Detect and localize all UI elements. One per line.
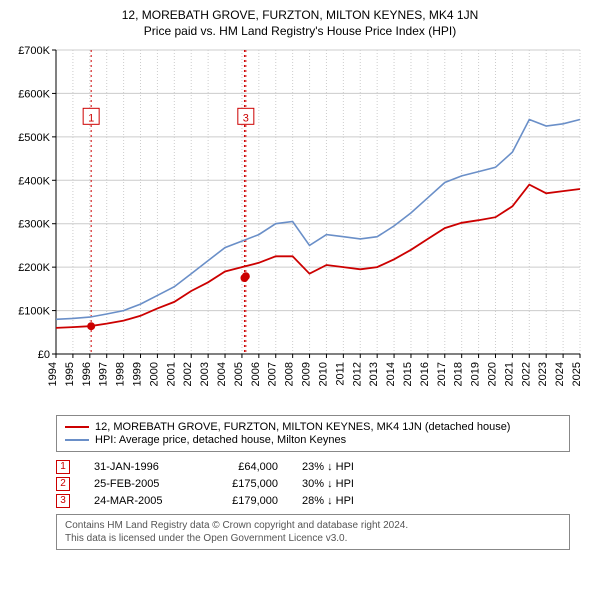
svg-text:£600K: £600K: [18, 88, 50, 100]
svg-text:2014: 2014: [385, 362, 397, 386]
transaction-marker-number: 1: [56, 460, 70, 474]
svg-text:2015: 2015: [402, 362, 414, 386]
svg-text:2007: 2007: [267, 362, 279, 386]
svg-text:2001: 2001: [165, 362, 177, 386]
transaction-marker-number: 3: [56, 494, 70, 508]
svg-text:2003: 2003: [199, 362, 211, 386]
svg-text:2019: 2019: [470, 362, 482, 386]
svg-text:£700K: £700K: [18, 45, 50, 57]
svg-text:1999: 1999: [132, 362, 144, 386]
footer-line-2: This data is licensed under the Open Gov…: [65, 532, 561, 545]
svg-text:£100K: £100K: [18, 305, 50, 317]
transaction-pct: 28% ↓ HPI: [302, 495, 382, 507]
transaction-price: £175,000: [208, 478, 278, 490]
svg-text:£200K: £200K: [18, 262, 50, 274]
svg-text:£500K: £500K: [18, 131, 50, 143]
svg-text:1994: 1994: [47, 362, 59, 386]
svg-text:1997: 1997: [98, 362, 110, 386]
svg-text:£400K: £400K: [18, 175, 50, 187]
transaction-date: 24-MAR-2005: [94, 495, 184, 507]
svg-text:2005: 2005: [233, 362, 245, 386]
svg-text:2025: 2025: [571, 362, 583, 386]
legend: 12, MOREBATH GROVE, FURZTON, MILTON KEYN…: [56, 415, 570, 452]
svg-text:£0: £0: [38, 349, 50, 361]
svg-text:2020: 2020: [486, 362, 498, 386]
svg-text:2002: 2002: [182, 362, 194, 386]
transaction-table: 1 31-JAN-1996 £64,000 23% ↓ HPI 2 25-FEB-2005…: [56, 460, 570, 508]
svg-text:1: 1: [88, 112, 94, 124]
chart-container: 12, MOREBATH GROVE, FURZTON, MILTON KEYN…: [0, 0, 600, 590]
legend-item: 12, MOREBATH GROVE, FURZTON, MILTON KEYN…: [65, 421, 561, 433]
svg-text:1996: 1996: [81, 362, 93, 386]
svg-text:2010: 2010: [317, 362, 329, 386]
legend-item: HPI: Average price, detached house, Milt…: [65, 434, 561, 446]
svg-text:2023: 2023: [537, 362, 549, 386]
legend-label: HPI: Average price, detached house, Milt…: [95, 434, 346, 446]
svg-text:2004: 2004: [216, 362, 228, 386]
transaction-date: 31-JAN-1996: [94, 461, 184, 473]
svg-text:2021: 2021: [503, 362, 515, 386]
legend-swatch: [65, 439, 89, 441]
transaction-date: 25-FEB-2005: [94, 478, 184, 490]
svg-text:2009: 2009: [301, 362, 313, 386]
transaction-row: 2 25-FEB-2005 £175,000 30% ↓ HPI: [56, 477, 570, 491]
transaction-price: £64,000: [208, 461, 278, 473]
svg-text:3: 3: [243, 112, 249, 124]
legend-label: 12, MOREBATH GROVE, FURZTON, MILTON KEYN…: [95, 421, 510, 433]
chart-footer: Contains HM Land Registry data © Crown c…: [56, 514, 570, 550]
svg-text:2013: 2013: [368, 362, 380, 386]
transaction-row: 3 24-MAR-2005 £179,000 28% ↓ HPI: [56, 494, 570, 508]
svg-text:1995: 1995: [64, 362, 76, 386]
svg-text:£300K: £300K: [18, 218, 50, 230]
svg-text:2022: 2022: [520, 362, 532, 386]
transaction-row: 1 31-JAN-1996 £64,000 23% ↓ HPI: [56, 460, 570, 474]
chart-plot: £0 £100K £200K £300K £400K £500K £600K £700K 199…: [10, 44, 590, 409]
transaction-pct: 23% ↓ HPI: [302, 461, 382, 473]
svg-text:2012: 2012: [351, 362, 363, 386]
chart-title: 12, MOREBATH GROVE, FURZTON, MILTON KEYN…: [10, 8, 590, 24]
svg-text:2024: 2024: [554, 362, 566, 386]
svg-text:2006: 2006: [250, 362, 262, 386]
svg-text:2000: 2000: [148, 362, 160, 386]
transaction-marker-number: 2: [56, 477, 70, 491]
svg-text:2016: 2016: [419, 362, 431, 386]
svg-text:1998: 1998: [115, 362, 127, 386]
svg-text:2008: 2008: [284, 362, 296, 386]
legend-swatch: [65, 426, 89, 428]
svg-text:2011: 2011: [334, 362, 346, 386]
svg-text:2018: 2018: [453, 362, 465, 386]
footer-line-1: Contains HM Land Registry data © Crown c…: [65, 519, 561, 532]
svg-text:2017: 2017: [436, 362, 448, 386]
transaction-pct: 30% ↓ HPI: [302, 478, 382, 490]
chart-subtitle: Price paid vs. HM Land Registry's House …: [10, 24, 590, 38]
transaction-price: £179,000: [208, 495, 278, 507]
